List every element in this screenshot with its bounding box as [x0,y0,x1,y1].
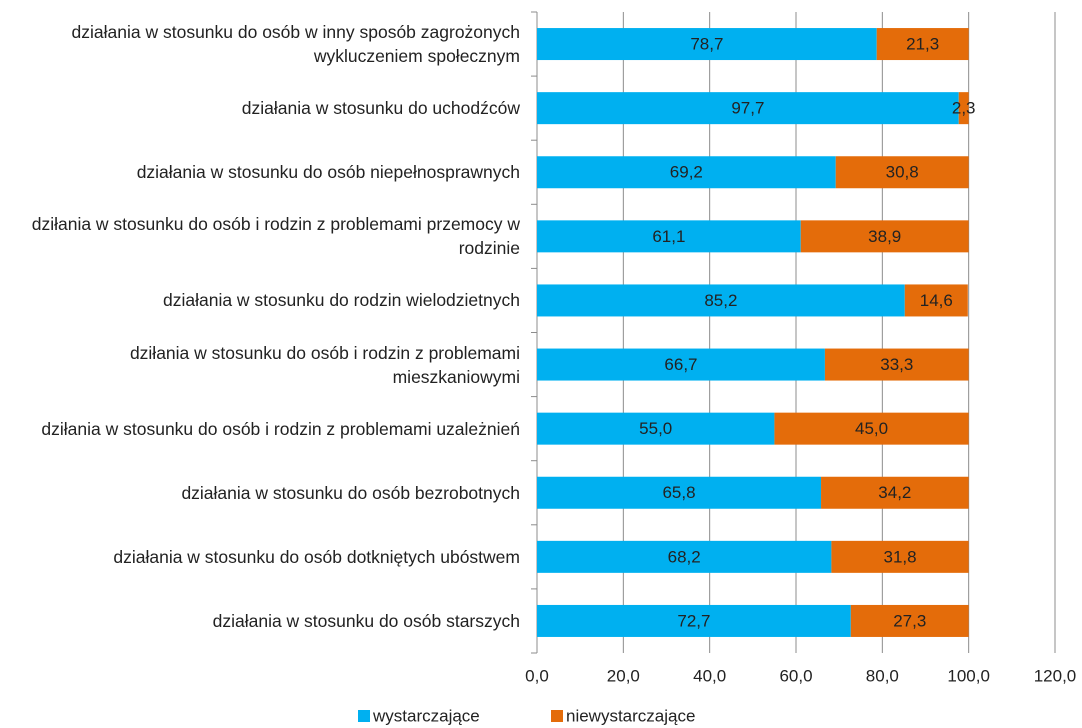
data-label: 66,7 [664,355,697,374]
bar-segment [537,28,877,61]
data-label: 38,9 [868,227,901,246]
data-label: 45,0 [855,419,888,438]
data-label: 65,8 [662,483,695,502]
legend-label: wystarczające [372,706,480,725]
bar-segment [537,220,801,253]
x-tick-label: 0,0 [525,666,549,685]
bar-segment [904,284,968,317]
x-tick-label: 40,0 [693,666,726,685]
data-label: 21,3 [906,35,939,54]
bar-segment [537,476,822,509]
data-label: 61,1 [652,227,685,246]
y-tick-label: dziłania w stosunku do osób i rodzin z p… [129,342,520,387]
bar-segment [876,28,969,61]
y-tick-label: działania w stosunku do osób bezrobotnyc… [181,482,520,503]
y-tick-label: działania w stosunku do uchodźców [241,98,520,119]
data-label: 2,3 [952,99,976,118]
x-tick-label: 80,0 [866,666,899,685]
legend-swatch [358,710,370,722]
data-label: 31,8 [883,547,916,566]
y-tick-label: dziłania w stosunku do osób i rodzin z p… [41,418,520,439]
y-tick-label: dziłania w stosunku do osób i rodzin z p… [31,214,520,259]
data-label: 72,7 [677,611,710,630]
data-label: 78,7 [690,35,723,54]
bar-segment [537,156,836,189]
bar-segment [537,92,959,125]
bar-segment [774,412,969,445]
bar-segment [537,412,775,445]
data-label: 68,2 [668,547,701,566]
bar-segment [824,348,969,381]
x-tick-label: 20,0 [607,666,640,685]
bar-segment [800,220,969,253]
bar-segment [537,540,832,573]
data-label: 34,2 [878,483,911,502]
y-tick-label: działania w stosunku do rodzin wielodzie… [162,290,520,311]
bar-segment [958,92,969,125]
x-tick-label: 120,0 [1034,666,1077,685]
data-label: 69,2 [670,163,703,182]
bar-segment [831,540,969,573]
data-label: 14,6 [920,291,953,310]
legend-swatch [551,710,563,722]
bar-segment [835,156,969,189]
y-tick-label: działania w stosunku do osób starszych [212,610,520,631]
data-label: 30,8 [886,163,919,182]
x-tick-label: 60,0 [779,666,812,685]
data-label: 33,3 [880,355,913,374]
bar-segment [537,284,905,317]
data-label: 97,7 [731,99,764,118]
data-label: 55,0 [639,419,672,438]
bar-segment [850,604,969,637]
bar-segment [537,604,851,637]
y-tick-label: działania w stosunku do osób niepełnospr… [136,162,520,183]
data-label: 27,3 [893,611,926,630]
y-tick-label: działania w stosunku do osób dotkniętych… [113,546,520,567]
bar-segment [821,476,969,509]
x-tick-label: 100,0 [947,666,990,685]
data-label: 85,2 [704,291,737,310]
bar-segment [537,348,825,381]
legend-label: niewystarczające [566,706,695,725]
y-tick-label: działania w stosunku do osób w inny spos… [71,22,520,67]
